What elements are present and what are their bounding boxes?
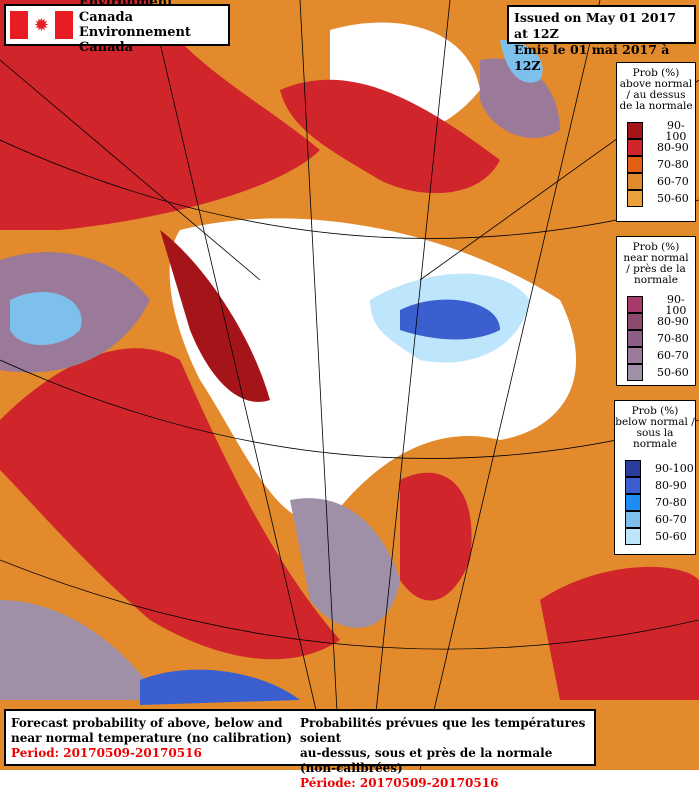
region-below-east-core <box>400 299 500 340</box>
period-fr: Période: 20170509-20170516 <box>300 776 499 790</box>
legend-title: sous la normale <box>633 427 677 450</box>
legend-label: 50-60 <box>655 530 687 543</box>
legend-label: 80-90 <box>655 479 687 492</box>
legend-swatch <box>627 364 643 381</box>
caption-fr-1: Probabilités prévues que les température… <box>300 716 586 745</box>
logo-fr: Environnement Canada <box>78 25 191 55</box>
legend-label: 90-100 <box>655 462 694 475</box>
issued-fr: Émis le 01 mai 2017 à 12Z <box>514 42 670 73</box>
legend-row: 50-60 <box>627 364 695 381</box>
region-above-rockies <box>160 230 270 402</box>
legend-row: 70-80 <box>627 156 695 173</box>
legend-title: below normal / <box>615 416 695 428</box>
canada-flag-icon: ✹ <box>10 11 73 39</box>
legend-label: 80-90 <box>657 141 689 154</box>
region-below-south <box>140 669 300 705</box>
legend-row: 80-90 <box>627 139 695 156</box>
region-below-west <box>10 291 82 345</box>
region-below-arctic <box>500 40 543 83</box>
legend-swatch <box>627 313 643 330</box>
probability-map <box>0 0 699 770</box>
legend-row: 90-100 <box>625 460 695 477</box>
region-above-pacific <box>0 348 340 660</box>
legend-swatch <box>627 173 643 190</box>
caption-en-1: Forecast probability of above, below and <box>11 716 283 730</box>
caption-en-2: near normal temperature (no calibration) <box>11 731 293 745</box>
legend-row: 80-90 <box>625 477 695 494</box>
legend-label: 70-80 <box>657 332 689 345</box>
region-above-atlantic <box>540 566 699 700</box>
legend-title: de la normale <box>619 100 693 112</box>
legend-title: Prob (%) <box>632 67 680 79</box>
region-near-sw <box>0 600 160 700</box>
legend-label: 50-60 <box>657 192 689 205</box>
legend-title: Prob (%) <box>631 405 679 417</box>
legend-row: 60-70 <box>625 511 695 528</box>
legend-swatch <box>625 494 641 511</box>
environment-canada-logo: ✹ Environment Canada Environnement Canada <box>4 0 230 55</box>
legend-label: 80-90 <box>657 315 689 328</box>
legend-swatch <box>627 190 643 207</box>
legend-row: 70-80 <box>627 330 695 347</box>
legend-title: / près de la <box>626 263 686 275</box>
region-above-north <box>280 79 500 194</box>
legend-row: 50-60 <box>627 190 695 207</box>
map-gridlines <box>0 0 699 770</box>
legend-label: 90-100 <box>665 292 687 317</box>
legend-label: 60-70 <box>655 513 687 526</box>
legend-row: 70-80 <box>625 494 695 511</box>
legend-row: 60-70 <box>627 347 695 364</box>
legend-above-normal: Prob (%) above normal / au dessus de la … <box>616 62 696 222</box>
legend-label: 60-70 <box>657 349 689 362</box>
legend-swatch <box>625 528 641 545</box>
legend-swatch <box>627 139 643 156</box>
region-above-gulf <box>400 472 472 601</box>
legend-row: 90-100 <box>627 292 695 317</box>
legend-swatch <box>625 460 641 477</box>
issued-box: Issued on May 01 2017 at 12Z Émis le 01 … <box>507 5 696 73</box>
legend-swatch <box>627 122 643 139</box>
legend-row: 80-90 <box>627 313 695 330</box>
legend-label: 60-70 <box>657 175 689 188</box>
legend-title: normale <box>634 274 678 286</box>
legend-swatch <box>627 347 643 364</box>
legend-row: 60-70 <box>627 173 695 190</box>
legend-swatch <box>627 296 643 313</box>
legend-below-normal: Prob (%) below normal / sous la normale … <box>614 400 696 555</box>
period-en: Period: 20170509-20170516 <box>11 746 202 760</box>
caption-fr-2: au-dessus, sous et près de la normale (n… <box>300 746 553 775</box>
legend-swatch <box>627 330 643 347</box>
legend-near-normal: Prob (%) near normal / près de la normal… <box>616 236 696 386</box>
legend-swatch <box>625 477 641 494</box>
legend-row: 50-60 <box>625 528 695 545</box>
logo-en: Environment Canada <box>78 0 174 25</box>
legend-label: 70-80 <box>655 496 687 509</box>
issued-en: Issued on May 01 2017 at 12Z <box>514 10 676 41</box>
region-above-west <box>0 0 320 230</box>
legend-title: above normal <box>619 78 693 90</box>
legend-swatch <box>625 511 641 528</box>
legend-title: Prob (%) <box>632 241 680 253</box>
legend-label: 50-60 <box>657 366 689 379</box>
legend-title: near normal <box>623 252 689 264</box>
legend-label: 70-80 <box>657 158 689 171</box>
legend-row: 90-100 <box>627 118 695 143</box>
legend-swatch <box>627 156 643 173</box>
legend-label: 90-100 <box>665 118 687 143</box>
region-near-mexico <box>290 498 400 628</box>
footer-caption: Forecast probability of above, below and… <box>4 709 596 790</box>
legend-title: / au dessus <box>626 89 686 101</box>
